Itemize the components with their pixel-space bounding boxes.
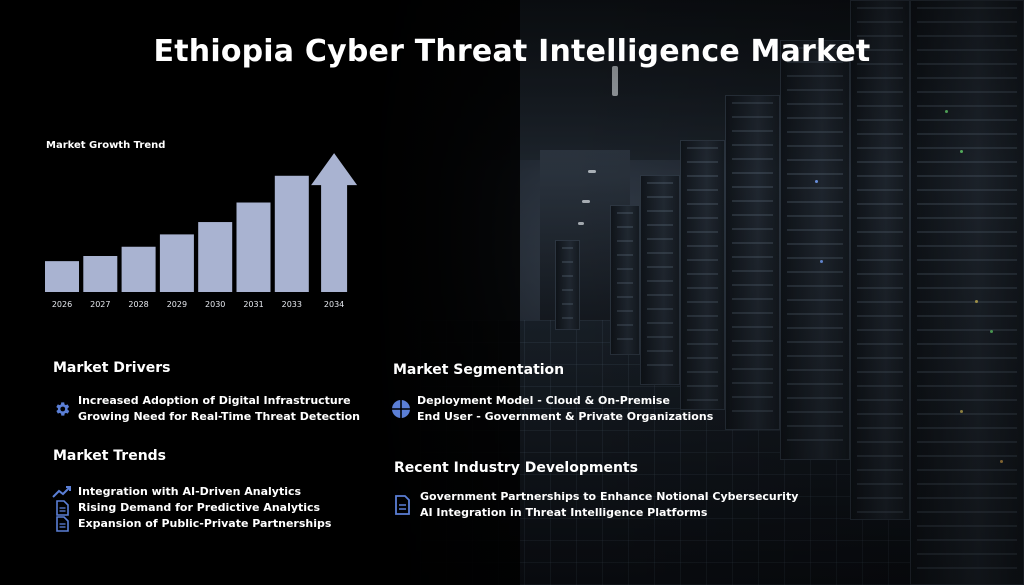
development-item: AI Integration in Threat Intelligence Pl…	[420, 506, 708, 519]
x-tick-label: 2031	[243, 300, 263, 309]
document-icon	[392, 495, 412, 515]
chart-bar	[45, 261, 79, 292]
x-tick-label: 2026	[52, 300, 72, 309]
developments-heading: Recent Industry Developments	[394, 460, 638, 476]
ceiling-light	[588, 170, 596, 173]
x-tick-label: 2029	[167, 300, 187, 309]
status-led	[1000, 460, 1003, 463]
driver-item: Growing Need for Real-Time Threat Detect…	[78, 410, 360, 423]
trends-heading: Market Trends	[53, 448, 167, 464]
chart-bar	[274, 175, 309, 292]
server-rack	[910, 0, 1024, 585]
trend-chart-icon	[52, 482, 72, 502]
server-rack	[640, 175, 680, 385]
x-tick-label: 2027	[90, 300, 110, 309]
server-rack	[725, 95, 780, 430]
trend-item: Integration with AI-Driven Analytics	[52, 482, 301, 502]
status-led	[815, 180, 818, 183]
segmentation-list: Deployment Model - Cloud & On-Premise En…	[391, 393, 713, 425]
developments-list: Government Partnerships to Enhance Notio…	[392, 489, 798, 521]
market-growth-chart: 2026 2027 2028 2029 2030 2031 2033 2034	[45, 153, 358, 309]
chart-bar	[236, 202, 271, 292]
chart-bar	[121, 246, 156, 292]
server-rack	[850, 0, 910, 520]
dark-left-panel	[0, 0, 520, 585]
chart-title: Market Growth Trend	[46, 140, 166, 151]
trend-item: Expansion of Public-Private Partnerships	[52, 514, 331, 534]
x-tick-label: 2033	[282, 300, 302, 309]
server-rack	[610, 205, 640, 355]
status-led	[990, 330, 993, 333]
segmentation-heading: Market Segmentation	[393, 362, 565, 378]
chart-bar	[159, 234, 194, 292]
ceiling-light	[578, 222, 584, 225]
status-led	[945, 110, 948, 113]
pie-segment-icon	[391, 399, 411, 419]
status-led	[975, 300, 978, 303]
drivers-list: Increased Adoption of Digital Infrastruc…	[52, 393, 360, 425]
gear-icon	[52, 399, 72, 419]
status-led	[960, 410, 963, 413]
chart-bar	[83, 256, 118, 292]
document-icon	[52, 498, 72, 518]
chart-bar	[198, 222, 233, 292]
page-title: Ethiopia Cyber Threat Intelligence Marke…	[153, 34, 871, 69]
drivers-heading: Market Drivers	[53, 360, 171, 376]
server-rack	[555, 240, 580, 330]
chart-bar-arrow	[311, 153, 358, 292]
status-led	[820, 260, 823, 263]
driver-item: Increased Adoption of Digital Infrastruc…	[78, 394, 351, 407]
trend-item-label: Integration with AI-Driven Analytics	[78, 485, 302, 498]
x-tick-label: 2028	[128, 300, 148, 309]
ceiling-light	[582, 200, 590, 203]
trend-item-label: Expansion of Public-Private Partnerships	[78, 517, 332, 530]
segmentation-item: End User - Government & Private Organiza…	[417, 410, 714, 423]
ceiling-light	[612, 66, 618, 96]
x-tick-label: 2030	[205, 300, 225, 309]
x-tick-label: 2034	[324, 300, 344, 309]
trend-item-label: Rising Demand for Predictive Analytics	[78, 501, 321, 514]
trend-item: Rising Demand for Predictive Analytics	[52, 498, 320, 518]
server-rack	[780, 40, 850, 460]
segmentation-item: Deployment Model - Cloud & On-Premise	[417, 394, 670, 407]
status-led	[960, 150, 963, 153]
document-icon	[52, 514, 72, 534]
development-item: Government Partnerships to Enhance Notio…	[420, 490, 799, 503]
server-rack	[680, 140, 725, 410]
